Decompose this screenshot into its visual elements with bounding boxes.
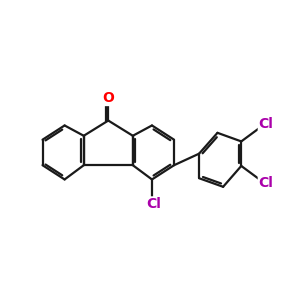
Text: O: O bbox=[102, 92, 114, 106]
Text: Cl: Cl bbox=[146, 197, 160, 211]
Text: Cl: Cl bbox=[258, 176, 273, 190]
Text: Cl: Cl bbox=[258, 117, 273, 131]
